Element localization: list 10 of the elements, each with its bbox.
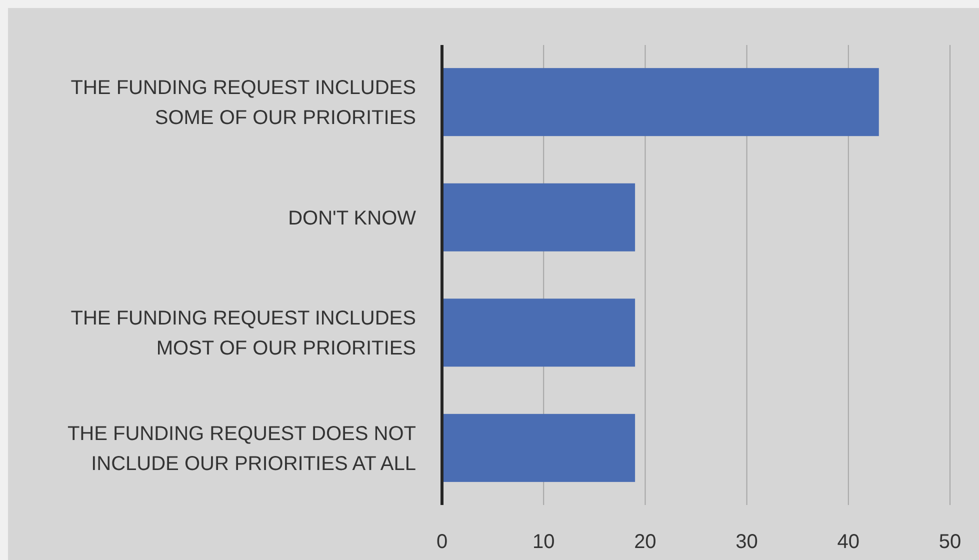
x-tick-label: 40: [837, 531, 860, 553]
y-tick-label: THE FUNDING REQUEST INCLUDES MOST OF OUR PRIORITIES: [70, 308, 416, 360]
y-tick-label: THE FUNDING REQUEST DOES NOT INCLUDE OUR PRIORITIES AT ALL: [67, 422, 416, 475]
y-tick-label: THE FUNDING REQUEST INCLUDES SOME OF OUR PRIORITIES: [70, 77, 416, 130]
x-tick-label: 30: [736, 531, 758, 553]
x-tick-label: 0: [436, 531, 448, 553]
x-tick-label: 10: [532, 531, 555, 553]
y-tick-label: DON'T KNOW: [288, 207, 416, 230]
x-tick-label: 20: [634, 531, 656, 553]
x-tick-label: 50: [938, 531, 962, 553]
